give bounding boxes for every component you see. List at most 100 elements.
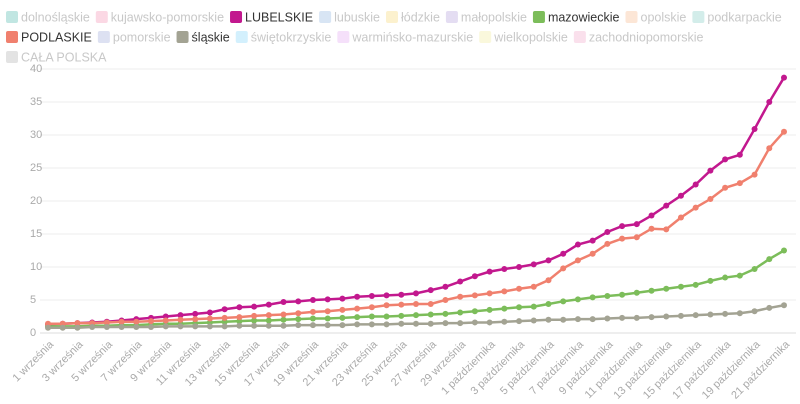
data-point — [206, 315, 213, 322]
data-point — [781, 302, 787, 309]
legend-label: mazowieckie — [548, 10, 620, 24]
data-point — [251, 303, 258, 310]
data-point — [516, 264, 523, 270]
legend-item[interactable]: śląskie — [176, 30, 230, 44]
data-point — [707, 311, 714, 318]
data-point — [633, 221, 640, 228]
data-point — [707, 277, 714, 284]
data-point — [354, 314, 361, 321]
data-point — [280, 316, 287, 323]
data-point — [103, 324, 110, 331]
data-point — [427, 320, 434, 327]
data-point — [751, 171, 758, 178]
legend-item[interactable]: zachodniopomorskie — [573, 30, 704, 44]
legend-swatch — [479, 31, 492, 43]
legend-item[interactable]: pomorskie — [97, 30, 171, 44]
data-point — [339, 295, 346, 302]
data-point — [471, 292, 478, 299]
legend-item[interactable]: podkarpackie — [692, 10, 782, 24]
data-point — [265, 301, 272, 308]
legend-label: pomorskie — [113, 30, 171, 44]
legend-item[interactable]: PODLASKIE — [6, 30, 92, 44]
data-point — [619, 291, 626, 298]
data-point — [427, 300, 434, 307]
legend-item[interactable]: opolskie — [625, 10, 687, 24]
legend-item[interactable]: LUBELSKIE — [230, 10, 313, 24]
data-point — [206, 323, 213, 330]
data-point — [295, 316, 302, 323]
legend-label: wielkopolskie — [493, 30, 568, 44]
data-point — [471, 273, 478, 280]
legend-label: małopolskie — [461, 10, 527, 24]
data-point — [722, 184, 729, 191]
data-point — [339, 306, 346, 313]
legend-item[interactable]: dolnośląskie — [6, 10, 90, 24]
legend-item[interactable]: świętokrzyskie — [235, 30, 332, 44]
legend-item[interactable]: lubuskie — [319, 10, 380, 24]
data-point — [604, 315, 611, 322]
data-point — [545, 277, 552, 284]
data-point — [59, 324, 66, 331]
y-tick-label: 15 — [30, 228, 42, 240]
legend-label: opolskie — [641, 10, 687, 24]
data-point — [751, 265, 758, 272]
data-point — [604, 293, 611, 300]
data-point — [192, 310, 199, 317]
legend-item[interactable]: wielkopolskie — [479, 30, 568, 44]
data-point — [545, 316, 552, 323]
data-point — [398, 320, 405, 327]
data-point — [722, 274, 729, 281]
data-point — [236, 304, 243, 311]
legend-swatch — [625, 11, 638, 23]
data-point — [368, 313, 375, 320]
data-point — [471, 308, 478, 315]
data-point — [648, 287, 655, 294]
data-point — [501, 288, 508, 295]
data-point — [442, 320, 449, 327]
data-point — [589, 250, 596, 257]
data-point — [162, 323, 169, 330]
data-point — [295, 298, 302, 305]
data-point — [692, 181, 699, 188]
data-point — [677, 312, 684, 319]
y-tick-label: 20 — [30, 195, 42, 207]
legend-item[interactable]: mazowieckie — [532, 10, 620, 24]
data-point — [589, 316, 596, 323]
data-point — [516, 318, 523, 325]
data-point — [339, 322, 346, 329]
data-point — [574, 257, 581, 264]
data-point — [692, 312, 699, 319]
legend-item[interactable]: łódzkie — [386, 10, 440, 24]
data-point — [722, 156, 729, 163]
data-point — [501, 305, 508, 312]
legend-swatch — [532, 11, 545, 23]
legend-item[interactable]: kujawsko-pomorskie — [95, 10, 224, 24]
data-point — [663, 285, 670, 292]
data-point — [148, 324, 155, 331]
data-point — [133, 318, 140, 325]
data-point — [663, 313, 670, 320]
y-tick-label: 40 — [30, 63, 42, 75]
legend-swatch — [235, 31, 248, 43]
data-point — [265, 322, 272, 329]
data-point — [236, 314, 243, 321]
data-point — [177, 312, 184, 319]
legend-item[interactable]: CAŁA POLSKA — [6, 50, 107, 64]
legend-label: podkarpackie — [707, 10, 781, 24]
legend-label: PODLASKIE — [21, 30, 92, 44]
data-point — [295, 322, 302, 329]
legend-item[interactable]: małopolskie — [445, 10, 527, 24]
data-point — [413, 312, 419, 319]
data-point — [442, 297, 449, 303]
legend-swatch — [6, 31, 18, 43]
legend-item[interactable]: warmińsko-mazurskie — [337, 30, 473, 44]
data-point — [236, 322, 243, 329]
legend-label: śląskie — [192, 30, 230, 44]
data-point — [501, 318, 508, 325]
data-point — [133, 324, 140, 331]
data-point — [74, 324, 81, 331]
data-point — [530, 261, 537, 268]
data-point — [265, 312, 272, 319]
